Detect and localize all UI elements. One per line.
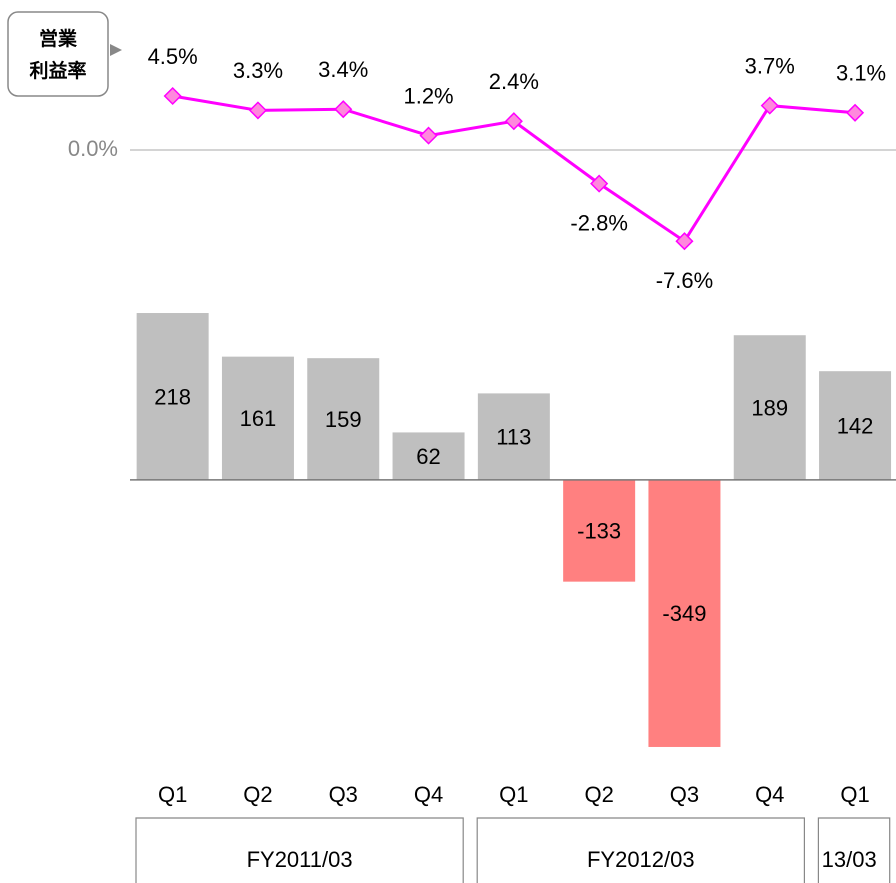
- bar: [221, 356, 294, 480]
- line-marker: [504, 112, 523, 131]
- x-tick-label: Q4: [414, 782, 443, 807]
- line-marker: [845, 103, 865, 122]
- bar-label: 218: [154, 384, 191, 409]
- line-marker: [419, 126, 438, 145]
- bar: [563, 479, 636, 582]
- bar: [733, 335, 806, 480]
- x-tick-label: Q3: [670, 782, 699, 807]
- line-label: 4.5%: [148, 44, 198, 69]
- x-tick-label: Q2: [584, 782, 613, 807]
- line-label: 1.2%: [403, 83, 453, 108]
- callout-box: [7, 11, 109, 97]
- line-label: 3.7%: [745, 53, 795, 78]
- line-label: 3.3%: [233, 58, 283, 83]
- line-label: 3.1%: [836, 61, 886, 86]
- bar-label: -133: [577, 519, 621, 544]
- bar-label: 142: [837, 413, 874, 438]
- line-marker: [163, 86, 182, 106]
- line-label: -2.8%: [570, 210, 627, 235]
- line-marker: [334, 100, 353, 119]
- group-label: FY2011/03: [247, 847, 353, 872]
- bar-label: 62: [416, 444, 440, 469]
- callout-text: 営業: [39, 27, 78, 50]
- line-label: -7.6%: [656, 268, 713, 293]
- group-box: [476, 817, 805, 883]
- line-marker: [590, 174, 609, 193]
- bar: [392, 432, 465, 480]
- y2-tick-label: 0.0%: [68, 136, 118, 161]
- group-box: [135, 817, 464, 883]
- bar: [136, 313, 209, 480]
- bar-label: 113: [496, 424, 531, 449]
- bar-label: 161: [240, 406, 277, 431]
- line-marker: [675, 232, 694, 251]
- bar-label: 189: [751, 395, 788, 420]
- line-label: 2.4%: [489, 69, 539, 94]
- callout-text: 利益率: [29, 59, 86, 82]
- line-marker: [760, 96, 779, 115]
- x-tick-label: Q4: [755, 782, 784, 807]
- x-tick-label: Q1: [158, 782, 187, 807]
- x-tick-label: Q2: [243, 782, 272, 807]
- line-label: 3.4%: [318, 57, 368, 82]
- group-label: 13/03: [822, 847, 877, 872]
- x-tick-label: Q3: [329, 782, 358, 807]
- x-tick-label: Q1: [499, 782, 528, 807]
- group-label: FY2012/03: [587, 847, 695, 872]
- group-box: [817, 817, 891, 883]
- bar-label: -349: [662, 601, 706, 626]
- bar-label: 159: [325, 407, 362, 432]
- line-marker: [248, 101, 268, 120]
- callout-arrow: [110, 44, 122, 56]
- bar: [648, 479, 721, 747]
- bar: [307, 358, 380, 480]
- x-tick-label: Q1: [840, 782, 869, 807]
- bar: [477, 393, 550, 480]
- bar: [819, 371, 892, 480]
